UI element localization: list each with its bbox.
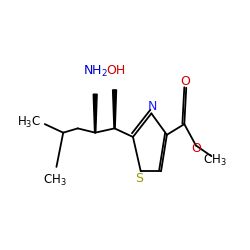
Text: CH$_3$: CH$_3$ (204, 153, 227, 168)
Text: OH: OH (106, 64, 125, 77)
Polygon shape (93, 94, 97, 133)
Text: H$_3$C: H$_3$C (18, 114, 42, 130)
Text: O: O (180, 75, 190, 88)
Text: NH$_2$: NH$_2$ (83, 64, 108, 79)
Text: CH$_3$: CH$_3$ (43, 173, 67, 188)
Text: O: O (192, 142, 201, 156)
Text: N: N (147, 100, 157, 113)
Polygon shape (112, 90, 116, 128)
Text: S: S (135, 172, 143, 185)
